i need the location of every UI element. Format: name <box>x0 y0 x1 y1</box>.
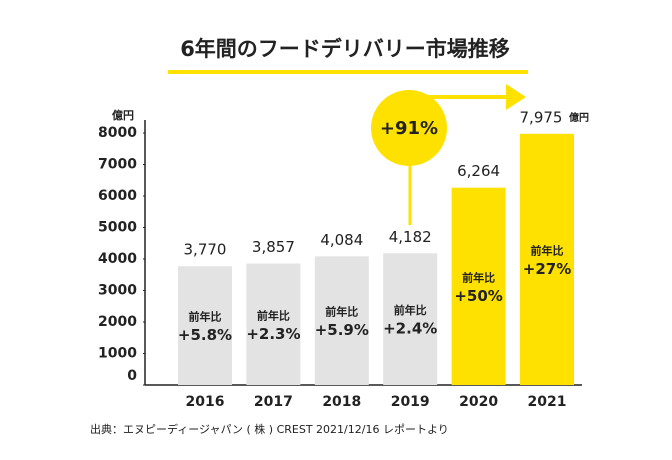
source-note: 出典：エヌピーディージャパン ( 株 ) CREST 2021/12/16 レポ… <box>90 422 449 436</box>
callout-text: +91% <box>380 118 438 139</box>
yoy-change: +2.4% <box>383 320 437 338</box>
x-tick-label: 2016 <box>186 394 225 410</box>
x-tick-label: 2021 <box>528 394 567 410</box>
y-unit: 億円 <box>112 108 134 122</box>
yoy-label: 前年比 <box>325 305 358 319</box>
y-tick-label: 1000 <box>98 346 137 362</box>
value-label: 3,857 <box>252 238 295 256</box>
y-tick-label: 8000 <box>98 125 137 141</box>
yoy-label: 前年比 <box>189 310 222 324</box>
x-tick-label: 2017 <box>254 394 293 410</box>
value-label: 7,975 <box>520 108 563 126</box>
yoy-change: +5.9% <box>315 321 369 339</box>
value-label: 3,770 <box>184 241 227 259</box>
bar <box>314 256 369 385</box>
x-tick-label: 2018 <box>322 394 361 410</box>
yoy-label: 前年比 <box>462 270 495 284</box>
y-tick-label: 4000 <box>98 251 137 267</box>
x-tick-label: 2020 <box>459 394 498 410</box>
y-tick-label: 7000 <box>98 157 137 173</box>
yoy-change: +5.8% <box>178 326 232 344</box>
value-label: 6,264 <box>457 162 500 180</box>
yoy-change: +2.3% <box>246 325 300 343</box>
chart-title: 6年間のフードデリバリー市場推移 <box>180 37 510 61</box>
bar <box>383 253 438 385</box>
y-tick-label: 6000 <box>98 188 137 204</box>
y-tick-label: 5000 <box>98 220 137 236</box>
y-tick-label: 0 <box>127 368 137 384</box>
value-label: 4,084 <box>320 231 363 249</box>
y-tick-label: 3000 <box>98 283 137 299</box>
bar <box>451 187 506 385</box>
x-tick-label: 2019 <box>391 394 430 410</box>
value-label: 4,182 <box>389 228 432 246</box>
arrow-head <box>506 84 526 110</box>
callout-circle <box>371 90 447 166</box>
bar <box>178 266 232 385</box>
yoy-label: 前年比 <box>257 308 290 322</box>
bar <box>520 133 574 385</box>
value-unit: 億円 <box>569 111 589 124</box>
bar <box>246 263 301 385</box>
y-tick-label: 2000 <box>98 314 137 330</box>
yoy-change: +27% <box>523 260 571 278</box>
yoy-label: 前年比 <box>394 303 427 317</box>
yoy-change: +50% <box>454 287 502 305</box>
yoy-label: 前年比 <box>531 243 564 257</box>
